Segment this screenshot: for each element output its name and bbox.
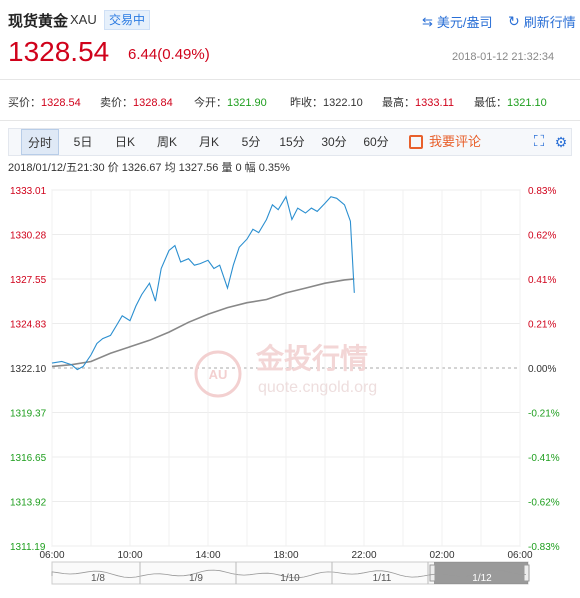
y-tick-label-left: 1327.55: [10, 275, 47, 286]
tab-30min[interactable]: 30分: [321, 135, 347, 149]
x-tick-label: 06:00: [507, 550, 532, 561]
divider: [0, 79, 580, 80]
quote-timestamp: 2018-01-12 21:32:34: [452, 51, 555, 63]
y-tick-label-right: -0.83%: [528, 542, 560, 553]
navigator-day-label: 1/12: [472, 573, 492, 584]
y-tick-label-right: 0.83%: [528, 186, 556, 197]
comment-button[interactable]: 我要评论: [409, 129, 481, 155]
navigator-day-label: 1/8: [91, 573, 105, 584]
quote-field-bid: 买价：1328.54: [8, 97, 81, 109]
refresh-button[interactable]: ↻ 刷新行情: [508, 12, 576, 31]
currency-switch-button[interactable]: ⇆ 美元/盎司: [422, 12, 493, 31]
intraday-chart[interactable]: AU 金投行情 quote.cngold.org 1333.01 1330.28 132…: [0, 176, 580, 598]
quote-field-prev-close: 昨收：1322.10: [290, 97, 363, 109]
y-tick-label-right: -0.41%: [528, 453, 560, 464]
x-tick-label: 18:00: [273, 550, 298, 561]
refresh-label: 刷新行情: [523, 15, 576, 30]
y-tick-label-left: 1311.19: [10, 542, 46, 553]
fullscreen-icon[interactable]: ⛶: [533, 133, 545, 150]
x-tick-label: 10:00: [117, 550, 142, 561]
tab-monthly-k[interactable]: 月K: [198, 135, 219, 149]
watermark-logo: [194, 350, 242, 398]
y-tick-label-right: 0.62%: [528, 231, 556, 242]
y-tick-label-right: 0.21%: [528, 320, 556, 331]
watermark-logo-text: AU: [209, 367, 228, 382]
refresh-icon: ↻: [508, 13, 520, 29]
tab-intraday[interactable]: 分时: [21, 129, 59, 155]
y-tick-label-left: 1322.10: [10, 364, 47, 375]
crosshair-info: 2018/01/12/五21:30 价 1326.67 均 1327.56 量 …: [8, 162, 290, 174]
settings-icon[interactable]: ⚙: [554, 134, 568, 150]
y-tick-label-right: 0.00%: [528, 364, 556, 375]
exchange-icon: ⇆: [422, 13, 433, 29]
price-change: 6.44(0.49%): [128, 46, 210, 63]
divider: [0, 120, 580, 121]
y-tick-label-left: 1330.28: [10, 231, 47, 242]
tab-weekly-k[interactable]: 周K: [156, 135, 177, 149]
y-tick-label-left: 1324.83: [10, 320, 47, 331]
y-tick-label-left: 1316.65: [10, 453, 47, 464]
quote-fields-row: 买价：1328.54 卖价：1328.84 今开：1321.90 昨收：1322…: [8, 94, 547, 110]
y-tick-label-left: 1319.37: [10, 409, 47, 420]
y-tick-label-left: 1313.92: [10, 498, 47, 509]
quote-field-open: 今开：1321.90: [194, 97, 267, 109]
y-tick-label-right: -0.62%: [528, 498, 560, 509]
navigator-handle-right: [523, 564, 530, 582]
tab-daily-k[interactable]: 日K: [114, 135, 135, 149]
status-badge: 交易中: [104, 10, 151, 30]
currency-label: 美元/盎司: [436, 15, 493, 30]
edit-icon: [409, 135, 423, 149]
time-navigator[interactable]: 1/8 1/9 1/10 1/11 1/12: [51, 561, 530, 585]
navigator-trace: [51, 569, 527, 579]
watermark: AU 金投行情 quote.cngold.org: [194, 342, 377, 398]
x-tick-label: 22:00: [351, 550, 376, 561]
navigator-day-label: 1/11: [373, 573, 392, 584]
tab-15min[interactable]: 15分: [279, 135, 305, 149]
period-tab-bar: 分时 5日 日K 周K 月K 5分 15分 30分 60分 我要评论 ⛶ ⚙: [8, 128, 572, 156]
watermark-url: quote.cngold.org: [258, 379, 377, 396]
average-price-line: [51, 278, 355, 368]
y-tick-label-left: 1333.01: [10, 186, 47, 197]
navigator-day-label: 1/10: [280, 573, 300, 584]
navigator-handle-left: [429, 564, 436, 582]
tab-60min[interactable]: 60分: [363, 135, 389, 149]
tab-5min[interactable]: 5分: [241, 135, 261, 149]
x-tick-label: 02:00: [429, 550, 454, 561]
comment-label: 我要评论: [429, 134, 482, 149]
watermark-text: 金投行情: [255, 342, 368, 374]
y-tick-label-right: -0.21%: [528, 409, 560, 420]
price-line: [51, 195, 355, 371]
quote-field-ask: 卖价：1328.84: [100, 97, 173, 109]
tab-5day[interactable]: 5日: [73, 135, 93, 149]
quote-field-high: 最高：1333.11: [382, 97, 454, 109]
navigator-day-label: 1/9: [189, 573, 203, 584]
current-price: 1328.54: [8, 36, 110, 67]
page-title: 现货黄金: [8, 13, 69, 30]
quote-field-low: 最低：1321.10: [474, 97, 547, 109]
symbol-code: XAU: [70, 12, 97, 27]
x-tick-label: 06:00: [39, 550, 64, 561]
y-tick-label-right: 0.41%: [528, 275, 556, 286]
x-tick-label: 14:00: [195, 550, 220, 561]
